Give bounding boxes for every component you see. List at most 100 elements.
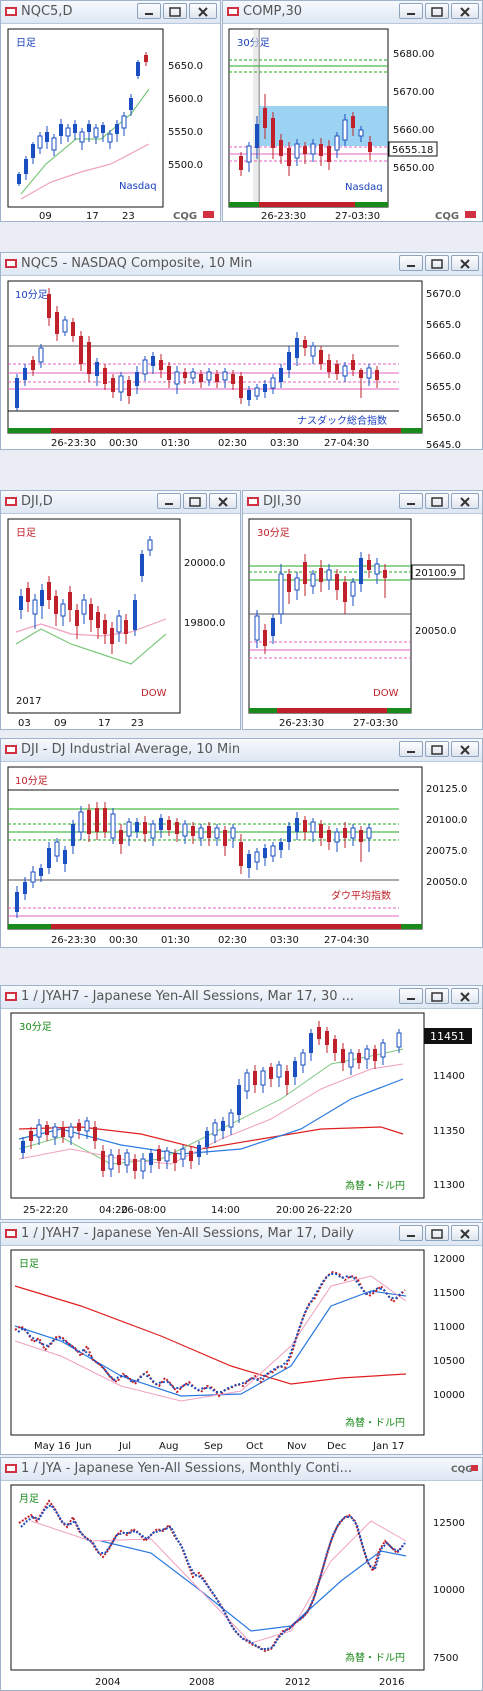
time-axis[interactable]: May 16 Jun Jul Aug Sep Oct Nov Dec Jan 1… xyxy=(34,1441,404,1452)
svg-text:11400: 11400 xyxy=(433,1071,465,1082)
chart-window-dji-daily[interactable]: DJI,D 日足 2017 DOW xyxy=(0,490,241,730)
chart-area[interactable]: 日足 Nasdaq 5650.0 5600.0 xyxy=(1,24,220,222)
close-button[interactable] xyxy=(451,493,479,509)
close-button[interactable] xyxy=(451,988,479,1004)
close-button[interactable] xyxy=(189,3,217,19)
time-axis[interactable]: 03 09 17 23 xyxy=(18,718,144,729)
price-axis[interactable]: 5650.0 5600.0 5550.0 5500.0 xyxy=(168,61,203,171)
svg-text:03:30: 03:30 xyxy=(270,935,299,946)
svg-text:2012: 2012 xyxy=(285,1677,310,1688)
svg-text:02:30: 02:30 xyxy=(218,438,247,449)
maximize-button[interactable] xyxy=(425,741,449,757)
chart-window-dji-10min[interactable]: DJI - DJ Industrial Average, 10 Min 10分足… xyxy=(0,738,483,948)
chart-area[interactable]: 月足 為替・ドル円 12500 10000 7500 2004 2008 201… xyxy=(1,1481,482,1691)
titlebar[interactable]: 1 / JYAH7 - Japanese Yen-All Sessions, M… xyxy=(1,1223,482,1246)
maximize-button[interactable] xyxy=(425,255,449,271)
maximize-button[interactable] xyxy=(425,3,449,19)
minimize-button[interactable] xyxy=(399,988,423,1004)
svg-text:May 16: May 16 xyxy=(34,1441,71,1452)
maximize-button[interactable] xyxy=(425,493,449,509)
svg-text:11500: 11500 xyxy=(433,1288,465,1299)
window-title: 1 / JYA - Japanese Yen-All Sessions, Mon… xyxy=(21,1461,352,1476)
svg-text:5650.00: 5650.00 xyxy=(393,163,434,174)
svg-text:5660.0: 5660.0 xyxy=(426,351,461,362)
time-axis[interactable]: 26-23:30 27-03:30 xyxy=(279,718,398,729)
svg-text:25-22:20: 25-22:20 xyxy=(23,1205,68,1216)
time-axis[interactable]: 25-22:20 04:20 26-08:00 14:00 20:00 26-2… xyxy=(23,1205,352,1216)
time-axis[interactable]: 26-23:30 00:30 01:30 02:30 03:30 27-04:3… xyxy=(51,935,369,946)
minimize-button[interactable] xyxy=(399,1225,423,1241)
cqg-logo: CQG xyxy=(435,211,459,222)
minimize-button[interactable] xyxy=(399,741,423,757)
chart-area[interactable]: 日足 2017 DOW 20000.0 19 xyxy=(1,514,240,730)
minimize-button[interactable] xyxy=(399,3,423,19)
minimize-button[interactable] xyxy=(399,255,423,271)
titlebar[interactable]: COMP,30 xyxy=(223,1,482,24)
maximize-button[interactable] xyxy=(163,3,187,19)
close-button[interactable] xyxy=(451,1225,479,1241)
chart-area[interactable]: 10分足 ナスダック総合指数 xyxy=(1,276,482,450)
close-button[interactable] xyxy=(451,255,479,271)
maximize-button[interactable] xyxy=(425,1225,449,1241)
svg-text:5680.00: 5680.00 xyxy=(393,49,434,60)
time-axis[interactable]: 26-23:30 27-03:30 xyxy=(261,211,380,222)
chart-window-comp-30[interactable]: COMP,30 30分足 Nasdaq xyxy=(222,0,483,222)
close-button[interactable] xyxy=(451,741,479,757)
svg-text:23: 23 xyxy=(122,211,135,222)
logo-button[interactable]: CQG xyxy=(451,1460,479,1476)
time-axis[interactable]: 2004 2008 2012 2016 xyxy=(95,1677,404,1688)
svg-text:7500: 7500 xyxy=(433,1653,458,1664)
svg-text:04:20: 04:20 xyxy=(99,1205,128,1216)
close-button[interactable] xyxy=(209,493,237,509)
price-axis[interactable]: 11400 11350 11300 xyxy=(433,1071,465,1191)
chart-area[interactable]: 日足 為替・ドル円 12000 11500 11000 10500 10000 … xyxy=(1,1246,482,1455)
chart-area[interactable]: 30分足 DOW 20100.9 xyxy=(243,514,482,730)
chart-window-nqc5-daily[interactable]: NQC5,D 日足 Nasdaq xyxy=(0,0,221,222)
chart-area[interactable]: 10分足 ダウ平均指数 xyxy=(1,762,482,948)
maximize-button[interactable] xyxy=(425,988,449,1004)
price-axis[interactable]: 12500 10000 7500 xyxy=(433,1518,465,1664)
svg-text:00:30: 00:30 xyxy=(109,438,138,449)
price-axis[interactable]: 20050.0 xyxy=(415,626,456,637)
svg-text:10000: 10000 xyxy=(433,1585,465,1596)
price-axis[interactable]: 20000.0 19800.0 xyxy=(184,558,225,629)
window-title: DJI,D xyxy=(21,494,53,509)
titlebar[interactable]: DJI,D xyxy=(1,491,240,514)
price-axis[interactable]: 5670.0 5665.0 5660.0 5655.0 5650.0 5645.… xyxy=(426,289,461,450)
chart-window-jya-monthly[interactable]: 1 / JYA - Japanese Yen-All Sessions, Mon… xyxy=(0,1457,483,1691)
chart-area[interactable]: 30分足 為替・ドル円 xyxy=(1,1009,482,1220)
chart-window-dji-30[interactable]: DJI,30 30分足 DOW xyxy=(242,490,483,730)
titlebar[interactable]: NQC5,D xyxy=(1,1,220,24)
minimize-icon xyxy=(165,503,173,505)
time-axis[interactable]: 09 17 23 xyxy=(39,211,135,222)
chart-window-nqc5-10min[interactable]: NQC5 - NASDAQ Composite, 10 Min 10分足 ナスダ… xyxy=(0,252,483,450)
svg-text:20075.0: 20075.0 xyxy=(426,846,467,857)
candles xyxy=(239,94,372,176)
svg-text:09: 09 xyxy=(39,211,52,222)
titlebar[interactable]: DJI,30 xyxy=(243,491,482,514)
maximize-button[interactable] xyxy=(183,493,207,509)
minimize-button[interactable] xyxy=(157,493,181,509)
titlebar[interactable]: 1 / JYA - Japanese Yen-All Sessions, Mon… xyxy=(1,1458,482,1481)
time-axis[interactable]: 26-23:30 00:30 01:30 02:30 03:30 27-04:3… xyxy=(51,438,369,449)
chart-window-jyah7-30[interactable]: 1 / JYAH7 - Japanese Yen-All Sessions, M… xyxy=(0,985,483,1220)
window-title: NQC5 - NASDAQ Composite, 10 Min xyxy=(21,256,253,271)
minimize-icon xyxy=(407,998,415,1000)
price-axis[interactable]: 20125.0 20100.0 20075.0 20050.0 xyxy=(426,784,467,888)
chart-area[interactable]: 30分足 Nasdaq xyxy=(223,24,482,222)
timeframe-label: 10分足 xyxy=(15,289,48,301)
chart-window-jyah7-daily[interactable]: 1 / JYAH7 - Japanese Yen-All Sessions, M… xyxy=(0,1222,483,1455)
titlebar[interactable]: NQC5 - NASDAQ Composite, 10 Min xyxy=(1,253,482,276)
close-button[interactable] xyxy=(451,3,479,19)
titlebar[interactable]: DJI - DJ Industrial Average, 10 Min xyxy=(1,739,482,762)
instrument-label: 為替・ドル円 xyxy=(345,1651,405,1664)
candles xyxy=(21,1021,402,1179)
minimize-button[interactable] xyxy=(399,493,423,509)
cqg-app-icon xyxy=(5,745,17,754)
maximize-icon xyxy=(431,497,443,507)
price-axis[interactable]: 12000 11500 11000 10500 10000 xyxy=(433,1254,465,1401)
minimize-button[interactable] xyxy=(137,3,161,19)
instrument-label: DOW xyxy=(373,688,399,699)
price-axis[interactable]: 5680.00 5670.00 5660.00 5650.00 xyxy=(393,49,434,174)
titlebar[interactable]: 1 / JYAH7 - Japanese Yen-All Sessions, M… xyxy=(1,986,482,1009)
